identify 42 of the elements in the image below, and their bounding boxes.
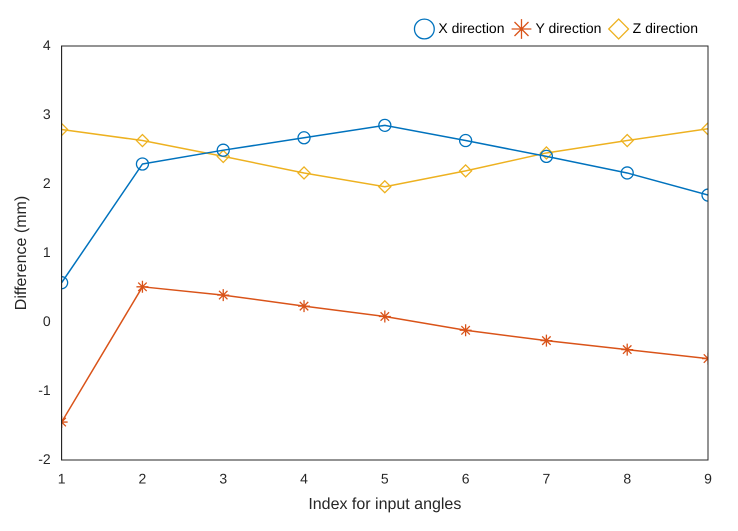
- point: [378, 118, 392, 132]
- y-tick-label: 3: [42, 106, 51, 122]
- point: [458, 324, 472, 337]
- x-tick-label: 3: [219, 470, 228, 486]
- point: [136, 280, 150, 294]
- y-tick-label: 0: [42, 312, 51, 329]
- point: [216, 150, 230, 164]
- point: [297, 131, 311, 144]
- x-tick-label: 2: [138, 470, 147, 486]
- point: [540, 146, 554, 160]
- x-tick-label: 8: [623, 470, 632, 486]
- legend-label: Y direction: [535, 20, 602, 36]
- legend-label: Z direction: [632, 20, 698, 36]
- point: [620, 342, 634, 356]
- x-tick-label: 9: [704, 470, 712, 486]
- y-tick-label: 4: [42, 36, 51, 53]
- point: [620, 166, 634, 180]
- y-tick-label: -2: [38, 450, 51, 467]
- point: [540, 150, 554, 164]
- point: [216, 144, 230, 157]
- point: [297, 166, 311, 180]
- point: [378, 180, 392, 194]
- x-axis-title: Index for input angles: [308, 496, 462, 513]
- point: [378, 310, 392, 324]
- y-tick-label: 1: [42, 244, 51, 260]
- point: [458, 164, 472, 178]
- point: [540, 334, 554, 348]
- y-tick-label: 2: [42, 174, 51, 191]
- point: [136, 134, 150, 148]
- x-tick-label: 7: [542, 470, 551, 486]
- point: [216, 288, 230, 302]
- y-tick-label: -1: [38, 382, 51, 398]
- x-tick-label: 4: [300, 470, 308, 486]
- point: [458, 134, 472, 148]
- x-tick-label: 6: [462, 470, 470, 486]
- x-tick-label: 1: [58, 470, 66, 486]
- point: [620, 134, 634, 148]
- legend-label: X direction: [438, 20, 505, 36]
- point: [297, 299, 311, 313]
- y-axis-title: Difference (mm): [13, 196, 30, 310]
- x-tick-label: 5: [380, 470, 389, 486]
- point: [136, 157, 150, 171]
